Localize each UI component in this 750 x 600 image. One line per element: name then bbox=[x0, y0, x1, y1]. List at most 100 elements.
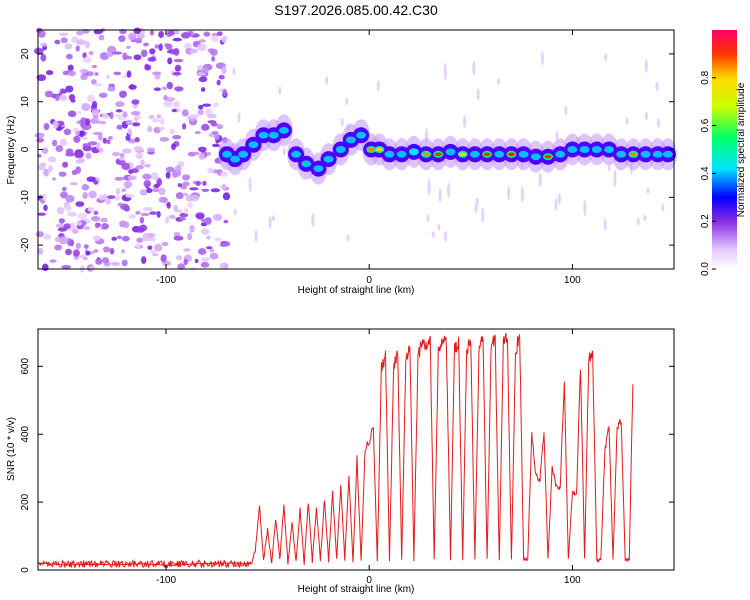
colorbar-tick-label: 0.6 bbox=[700, 118, 711, 132]
noise-blob bbox=[147, 238, 157, 242]
noise-blob bbox=[125, 119, 133, 126]
noise-blob bbox=[107, 195, 116, 200]
noise-blob bbox=[133, 54, 142, 61]
signal-core bbox=[604, 146, 614, 153]
noise-blob bbox=[52, 139, 58, 147]
noise-blob bbox=[209, 248, 215, 253]
noise-blob bbox=[134, 137, 140, 143]
noise-blob bbox=[117, 116, 126, 121]
noise-streak bbox=[554, 198, 558, 211]
noise-blob bbox=[152, 71, 162, 76]
noise-blob bbox=[75, 166, 81, 174]
noise-blob bbox=[115, 187, 121, 195]
noise-blob bbox=[59, 138, 67, 146]
noise-streak bbox=[345, 97, 349, 106]
noise-blob bbox=[133, 146, 143, 152]
signal-core bbox=[238, 150, 249, 158]
noise-blob bbox=[185, 194, 194, 202]
noise-blob bbox=[111, 236, 117, 241]
noise-streak bbox=[603, 218, 607, 232]
noise-blob bbox=[142, 207, 153, 212]
noise-blob bbox=[119, 152, 125, 158]
noise-blob bbox=[77, 110, 82, 115]
signal-core bbox=[396, 150, 407, 158]
noise-streak bbox=[346, 234, 350, 242]
noise-blob bbox=[194, 131, 201, 135]
noise-blob bbox=[42, 193, 47, 202]
noise-blob bbox=[36, 137, 45, 143]
spectrogram-x-label: Height of straight line (km) bbox=[298, 285, 415, 296]
noise-blob bbox=[91, 215, 100, 222]
noise-streak bbox=[564, 105, 568, 116]
noise-blob bbox=[96, 142, 101, 150]
y-tick-label: -20 bbox=[20, 237, 31, 252]
y-tick-label: -10 bbox=[20, 190, 31, 205]
colorbar-gradient bbox=[712, 30, 737, 269]
noise-streak bbox=[625, 117, 629, 125]
noise-blob bbox=[210, 122, 218, 127]
colorbar-tick-label: 0.0 bbox=[700, 262, 711, 276]
noise-blob bbox=[171, 143, 176, 151]
noise-blob bbox=[212, 143, 220, 148]
noise-blob bbox=[75, 201, 85, 207]
noise-blob bbox=[182, 174, 191, 181]
noise-streak bbox=[644, 111, 648, 121]
noise-blob bbox=[89, 266, 96, 271]
noise-blob bbox=[40, 53, 47, 62]
noise-blob bbox=[118, 35, 126, 42]
noise-blob bbox=[122, 162, 131, 171]
snr-noise-floor bbox=[37, 558, 252, 569]
noise-blob bbox=[82, 226, 91, 230]
noise-blob bbox=[127, 175, 137, 181]
noise-blob bbox=[150, 29, 154, 36]
noise-blob bbox=[108, 136, 113, 140]
noise-blob bbox=[55, 223, 64, 228]
noise-blob bbox=[211, 34, 219, 43]
noise-blob bbox=[213, 133, 220, 141]
noise-blob bbox=[197, 146, 207, 152]
noise-blob bbox=[140, 49, 148, 58]
noise-streak bbox=[426, 214, 430, 223]
noise-blob bbox=[163, 100, 173, 108]
noise-blob bbox=[81, 136, 88, 140]
signal-core bbox=[313, 165, 324, 173]
noise-streak bbox=[655, 81, 659, 92]
y-tick-label: 600 bbox=[20, 358, 31, 375]
noise-blob bbox=[179, 217, 187, 221]
noise-blob bbox=[106, 52, 114, 57]
noise-blob bbox=[82, 192, 88, 199]
signal-core bbox=[530, 153, 541, 161]
noise-blob bbox=[88, 141, 98, 146]
noise-blob bbox=[211, 131, 219, 135]
noise-blob bbox=[198, 248, 207, 255]
noise-blob bbox=[172, 72, 182, 76]
noise-blob bbox=[172, 37, 182, 42]
noise-streak bbox=[254, 229, 258, 243]
noise-blob bbox=[131, 111, 141, 116]
noise-blob bbox=[76, 30, 84, 36]
noise-blob bbox=[67, 70, 77, 77]
noise-blob bbox=[183, 207, 189, 215]
noise-streak bbox=[472, 61, 476, 76]
noise-blob bbox=[56, 207, 65, 215]
signal-core bbox=[640, 150, 651, 158]
noise-blob bbox=[165, 171, 171, 179]
noise-blob bbox=[72, 127, 80, 133]
noise-blob bbox=[166, 201, 171, 209]
noise-blob bbox=[145, 64, 152, 71]
x-tick-label: -100 bbox=[156, 575, 176, 586]
signal-core bbox=[518, 150, 529, 158]
noise-streak bbox=[272, 215, 276, 222]
signal-core bbox=[323, 155, 334, 163]
noise-blob bbox=[195, 181, 201, 187]
noise-blob bbox=[173, 231, 181, 237]
noise-streak bbox=[278, 86, 282, 95]
noise-blob bbox=[54, 244, 63, 251]
noise-blob bbox=[147, 57, 157, 62]
noise-blob bbox=[166, 50, 172, 54]
noise-blob bbox=[147, 125, 153, 133]
noise-blob bbox=[205, 152, 212, 156]
noise-streak bbox=[438, 188, 442, 203]
noise-blob bbox=[167, 57, 173, 65]
signal-core bbox=[248, 141, 259, 149]
